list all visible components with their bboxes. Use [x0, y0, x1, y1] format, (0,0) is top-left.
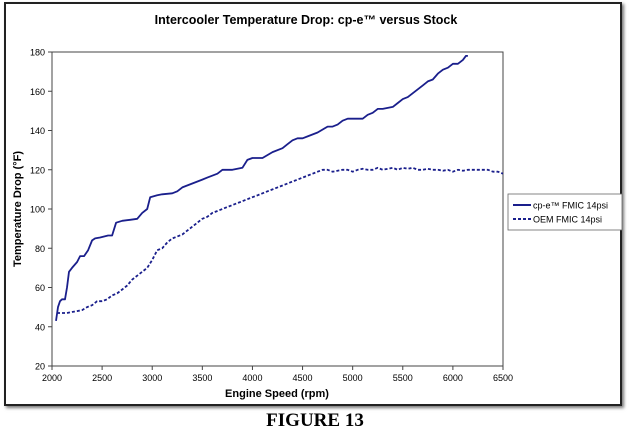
x-tick-label: 2500	[92, 373, 112, 383]
y-tick-label: 140	[30, 126, 45, 136]
x-tick-label: 5000	[343, 373, 363, 383]
x-tick-label: 2000	[42, 373, 62, 383]
legend-label-oem: OEM FMIC 14psi	[533, 215, 602, 225]
y-tick-label: 20	[35, 362, 45, 372]
x-axis-label: Engine Speed (rpm)	[225, 388, 329, 400]
y-tick-label: 100	[30, 205, 45, 215]
y-tick-label: 60	[35, 283, 45, 293]
x-tick-label: 5500	[393, 373, 413, 383]
x-tick-label: 3000	[142, 373, 162, 383]
x-axis-ticks: 2000 2500 3000 3500 4000 4500 5000 5500 6000 6500	[42, 366, 513, 383]
series-line-oem	[57, 166, 504, 314]
y-tick-label: 120	[30, 165, 45, 175]
x-tick-label: 4000	[242, 373, 262, 383]
y-tick-label: 80	[35, 244, 45, 254]
x-tick-label: 4500	[293, 373, 313, 383]
legend-label-cpe: cp-e™ FMIC 14psi	[533, 201, 608, 211]
legend: cp-e™ FMIC 14psi OEM FMIC 14psi	[507, 193, 623, 231]
x-tick-label: 6000	[443, 373, 463, 383]
chart: Intercooler Temperature Drop: cp-e™ vers…	[12, 13, 623, 400]
plot-area	[51, 51, 504, 367]
y-tick-label: 180	[30, 48, 45, 58]
legend-box	[507, 193, 623, 231]
y-axis-label: Temperature Drop (°F)	[12, 151, 24, 267]
x-tick-label: 3500	[192, 373, 212, 383]
x-tick-label: 6500	[493, 373, 513, 383]
chart-title: Intercooler Temperature Drop: cp-e™ vers…	[155, 13, 458, 27]
y-tick-label: 160	[30, 87, 45, 97]
figure-caption: FIGURE 13	[266, 410, 364, 431]
y-tick-label: 40	[35, 322, 45, 332]
series-layer	[55, 55, 504, 322]
series-line-cpe	[55, 55, 468, 322]
y-axis-ticks: 20 40 60 80 100 120 140 160 180	[30, 48, 52, 372]
